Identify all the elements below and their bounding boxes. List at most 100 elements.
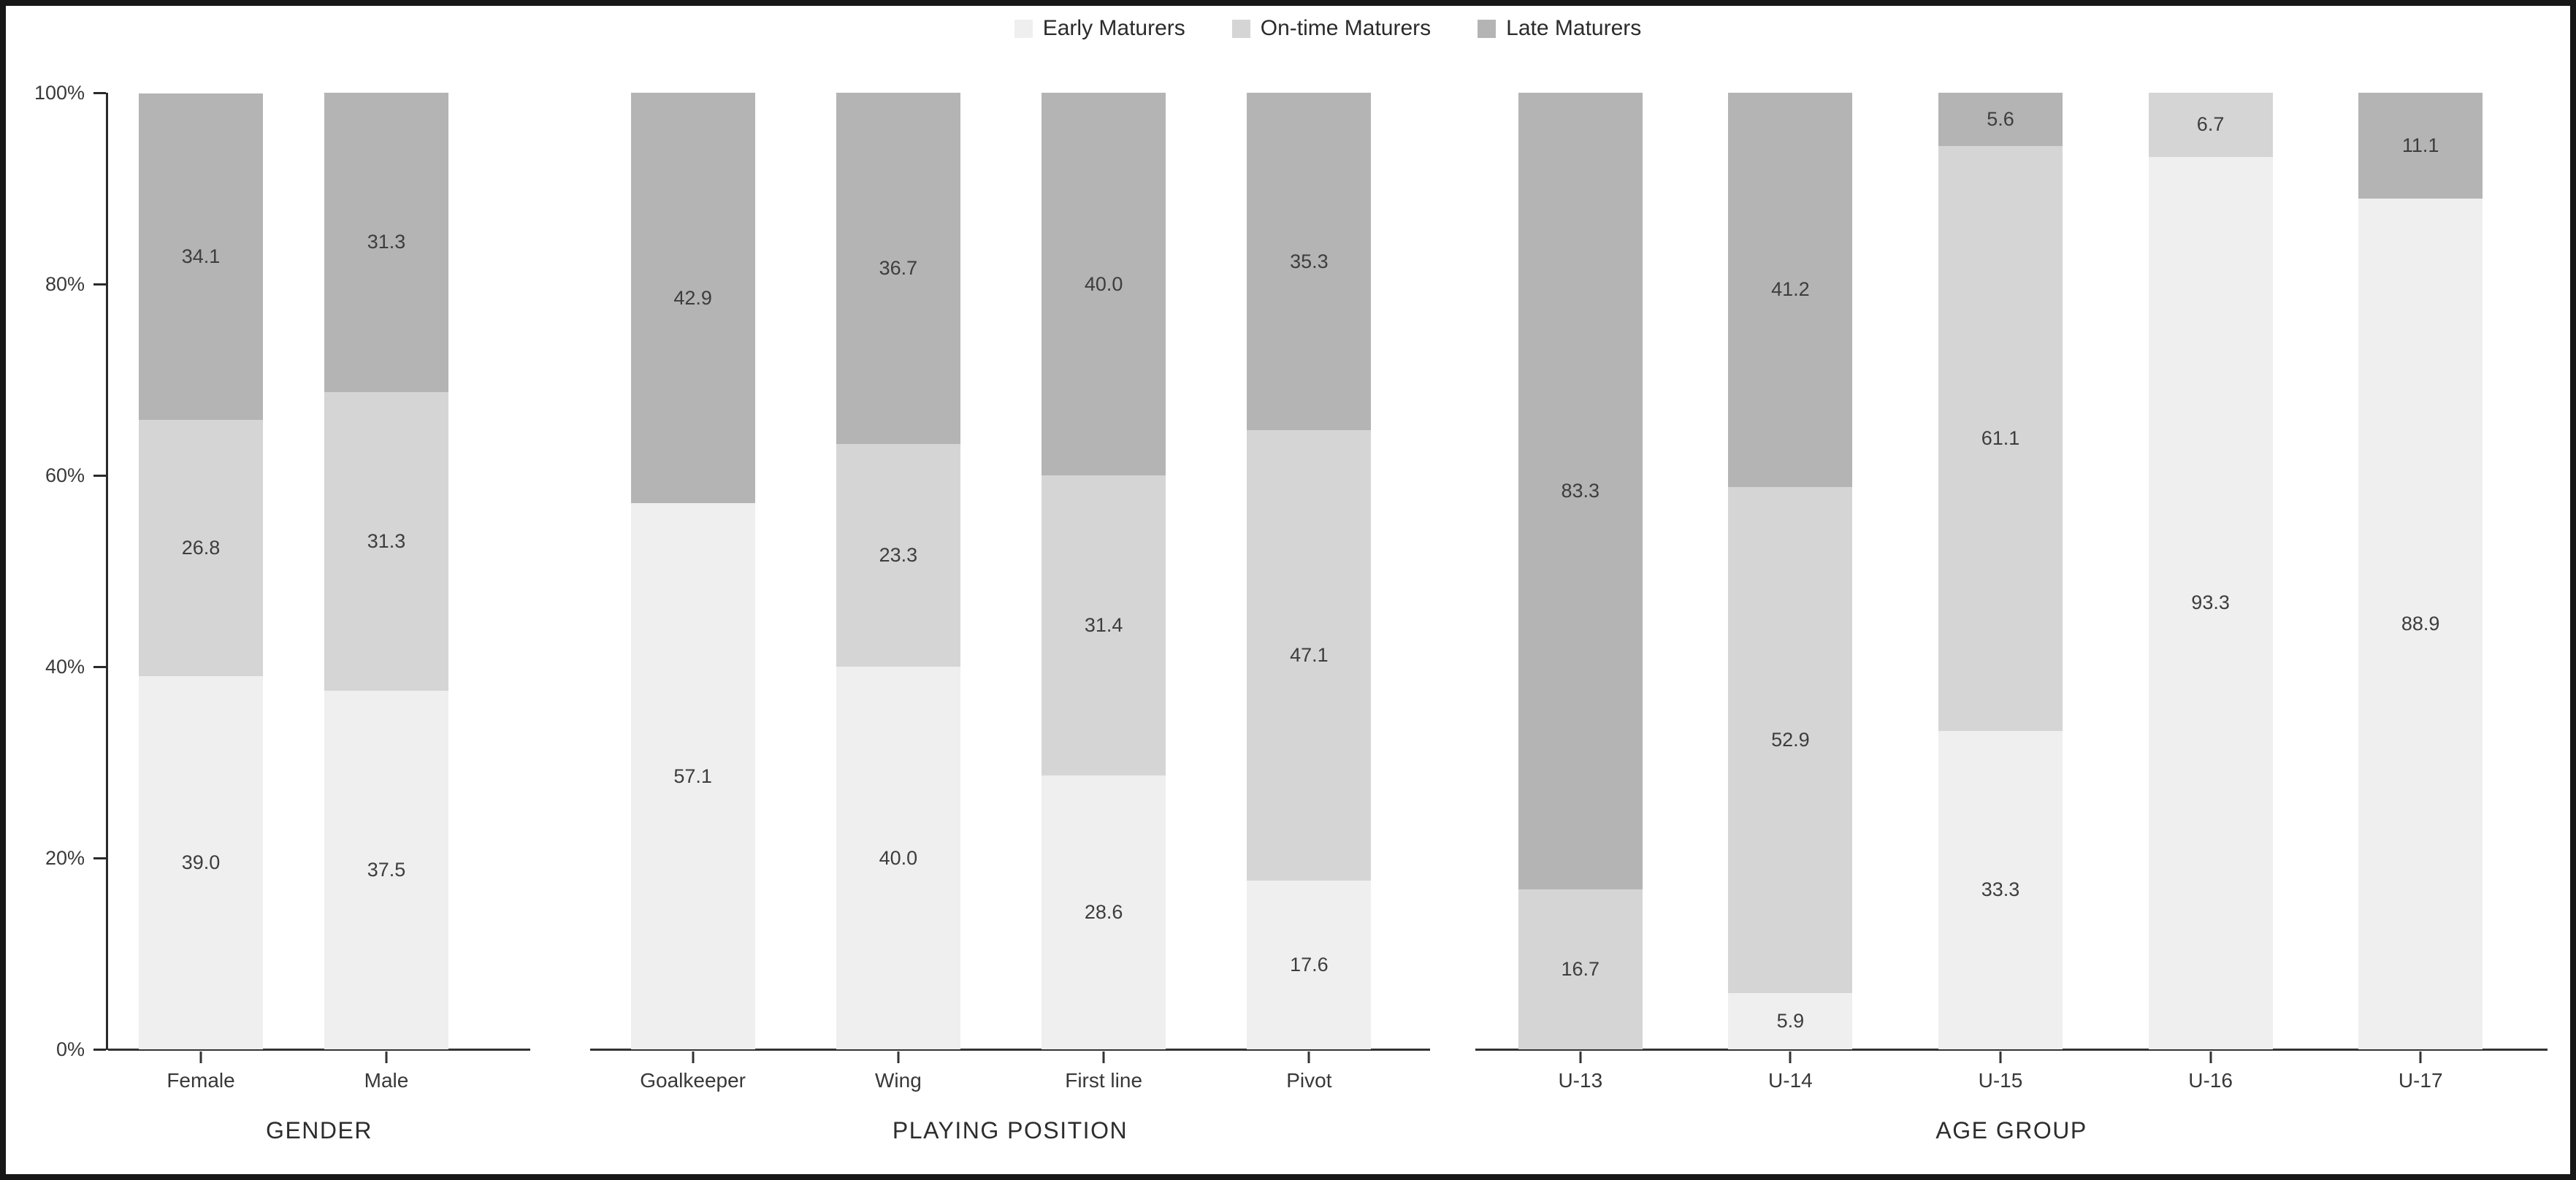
legend-swatch-icon [1478,19,1497,38]
x-axis-tick [1789,1051,1792,1063]
segment-value-label: 35.3 [1290,250,1329,272]
bar-segment-on-time-maturers: 6.7 [2148,93,2273,157]
segment-value-label: 31.3 [367,529,406,552]
y-axis-tick [93,475,106,477]
bar-segment-early-maturers: 17.6 [1247,881,1372,1049]
bar-u-16: 93.3 6.7 [2148,93,2273,1049]
bar-segment-late-maturers: 34.1 [139,93,263,421]
x-axis-tick [1999,1051,2002,1063]
segment-value-label: 31.3 [367,231,406,253]
bar-segment-late-maturers: 36.7 [836,93,960,444]
x-axis-tick [692,1051,695,1063]
bar-u-15: 33.3 61.1 5.6 [1938,93,2063,1049]
segment-value-label: 37.5 [367,859,406,881]
segment-value-label: 11.1 [2401,134,2439,157]
bar-segment-on-time-maturers: 52.9 [1728,486,1853,993]
bar-segment-late-maturers: 5.6 [1938,93,2063,147]
segment-value-label: 47.1 [1290,644,1329,667]
bar-segment-on-time-maturers: 61.1 [1938,146,2063,731]
bar-segment-late-maturers: 40.0 [1042,93,1166,476]
y-axis-tick-label: 0% [56,1038,85,1060]
y-axis-tick [93,92,106,94]
segment-value-label: 5.6 [1987,108,2014,131]
y-axis-line [106,93,108,1050]
bar-slot-wing: 40.0 23.3 36.7 Wing [795,93,1001,1092]
bar-goalkeeper: 57.1 42.9 [630,93,755,1049]
segment-value-label: 6.7 [2196,113,2225,136]
legend-item-early-maturers: Early Maturers [1014,16,1185,41]
category-group-gender: 39.0 26.8 34.1 Female 37.5 31.3 31.3 Male GENDER [108,93,530,1143]
bar-slot-pivot: 17.6 47.1 35.3 Pivot [1207,93,1412,1092]
legend-label: On-time Maturers [1260,16,1432,40]
segment-value-label: 17.6 [1290,954,1329,976]
bar-segment-late-maturers: 42.9 [630,93,755,503]
y-axis-tick-label: 80% [45,273,85,295]
segment-value-label: 83.3 [1561,480,1600,502]
bar-u-13: 16.7 83.3 [1518,93,1643,1049]
bar-slot-goalkeeper: 57.1 42.9 Goalkeeper [590,93,795,1092]
x-axis-tick [1102,1051,1105,1063]
category-label: U-17 [2398,1069,2443,1092]
bar-row: 57.1 42.9 Goalkeeper 40.0 23.3 36.7 Wing 28.6 31… [590,93,1430,1092]
segment-value-label: 5.9 [1776,1009,1805,1032]
x-axis-tick [385,1051,388,1063]
category-label: First line [1065,1069,1143,1092]
bar-segment-on-time-maturers: 31.3 [324,391,448,691]
segment-value-label: 36.7 [879,256,918,279]
group-axis-label: AGE GROUP [1935,1117,2087,1143]
y-axis-tick-label: 20% [45,847,85,869]
bar-segment-early-maturers: 37.5 [324,691,448,1049]
bar-slot-male: 37.5 31.3 31.3 Male [294,93,479,1092]
bar-row: 39.0 26.8 34.1 Female 37.5 31.3 31.3 Male [108,93,530,1092]
x-axis-tick [897,1051,900,1063]
bar-segment-early-maturers: 57.1 [630,503,755,1049]
segment-value-label: 42.9 [673,286,712,309]
category-label: Wing [874,1069,922,1092]
bar-wing: 40.0 23.3 36.7 [836,93,960,1049]
bar-u-17: 88.9 11.1 [2358,93,2483,1049]
legend-swatch-icon [1231,19,1250,38]
y-axis-tick-label: 100% [34,82,85,104]
x-axis-baseline [590,1049,1430,1051]
bar-segment-on-time-maturers: 47.1 [1247,430,1372,881]
x-axis-tick [2209,1051,2212,1063]
bar-female: 39.0 26.8 34.1 [139,93,263,1049]
bar-segment-early-maturers: 33.3 [1938,730,2063,1049]
bar-segment-early-maturers: 40.0 [836,667,960,1049]
x-axis-tick [1307,1051,1310,1063]
y-axis-tick [93,283,106,286]
x-axis-baseline [108,1049,530,1051]
category-label: Goalkeeper [640,1069,746,1092]
bar-slot-female: 39.0 26.8 34.1 Female [108,93,294,1092]
bar-segment-late-maturers: 83.3 [1518,93,1643,890]
x-axis-tick [199,1051,202,1063]
bar-first-line: 28.6 31.4 40.0 [1042,93,1166,1049]
x-axis-tick [2419,1051,2422,1063]
segment-value-label: 40.0 [879,846,918,869]
x-axis-tick [1579,1051,1582,1063]
bar-segment-early-maturers: 39.0 [139,676,263,1049]
bar-segment-late-maturers: 11.1 [2358,93,2483,199]
category-label: U-15 [1978,1069,2023,1092]
segment-value-label: 23.3 [879,543,918,566]
bar-segment-on-time-maturers: 31.4 [1042,475,1166,776]
segment-value-label: 39.0 [181,851,221,874]
bar-segment-on-time-maturers: 23.3 [836,443,960,667]
y-axis-tick-label: 40% [45,656,85,678]
bar-slot-u-14: 5.9 52.9 41.2 U-14 [1686,93,1896,1092]
bar-slot-u-13: 16.7 83.3 U-13 [1475,93,1686,1092]
bar-segment-late-maturers: 31.3 [324,93,448,392]
category-label: Female [167,1069,235,1092]
segment-value-label: 26.8 [181,537,221,559]
legend-label: Early Maturers [1042,16,1185,40]
segment-value-label: 28.6 [1084,901,1123,924]
segment-value-label: 34.1 [181,245,221,268]
category-label: Pivot [1286,1069,1332,1092]
bar-slot-first-line: 28.6 31.4 40.0 First line [1001,93,1207,1092]
segment-value-label: 41.2 [1771,278,1810,301]
segment-value-label: 31.4 [1084,614,1123,637]
plot-area: 0% 20% 40% 60% 80% 100% 39.0 26.8 34.1 Female 37.5… [34,82,2548,1143]
bar-segment-early-maturers: 28.6 [1042,775,1166,1049]
bar-segment-on-time-maturers: 16.7 [1518,889,1643,1049]
